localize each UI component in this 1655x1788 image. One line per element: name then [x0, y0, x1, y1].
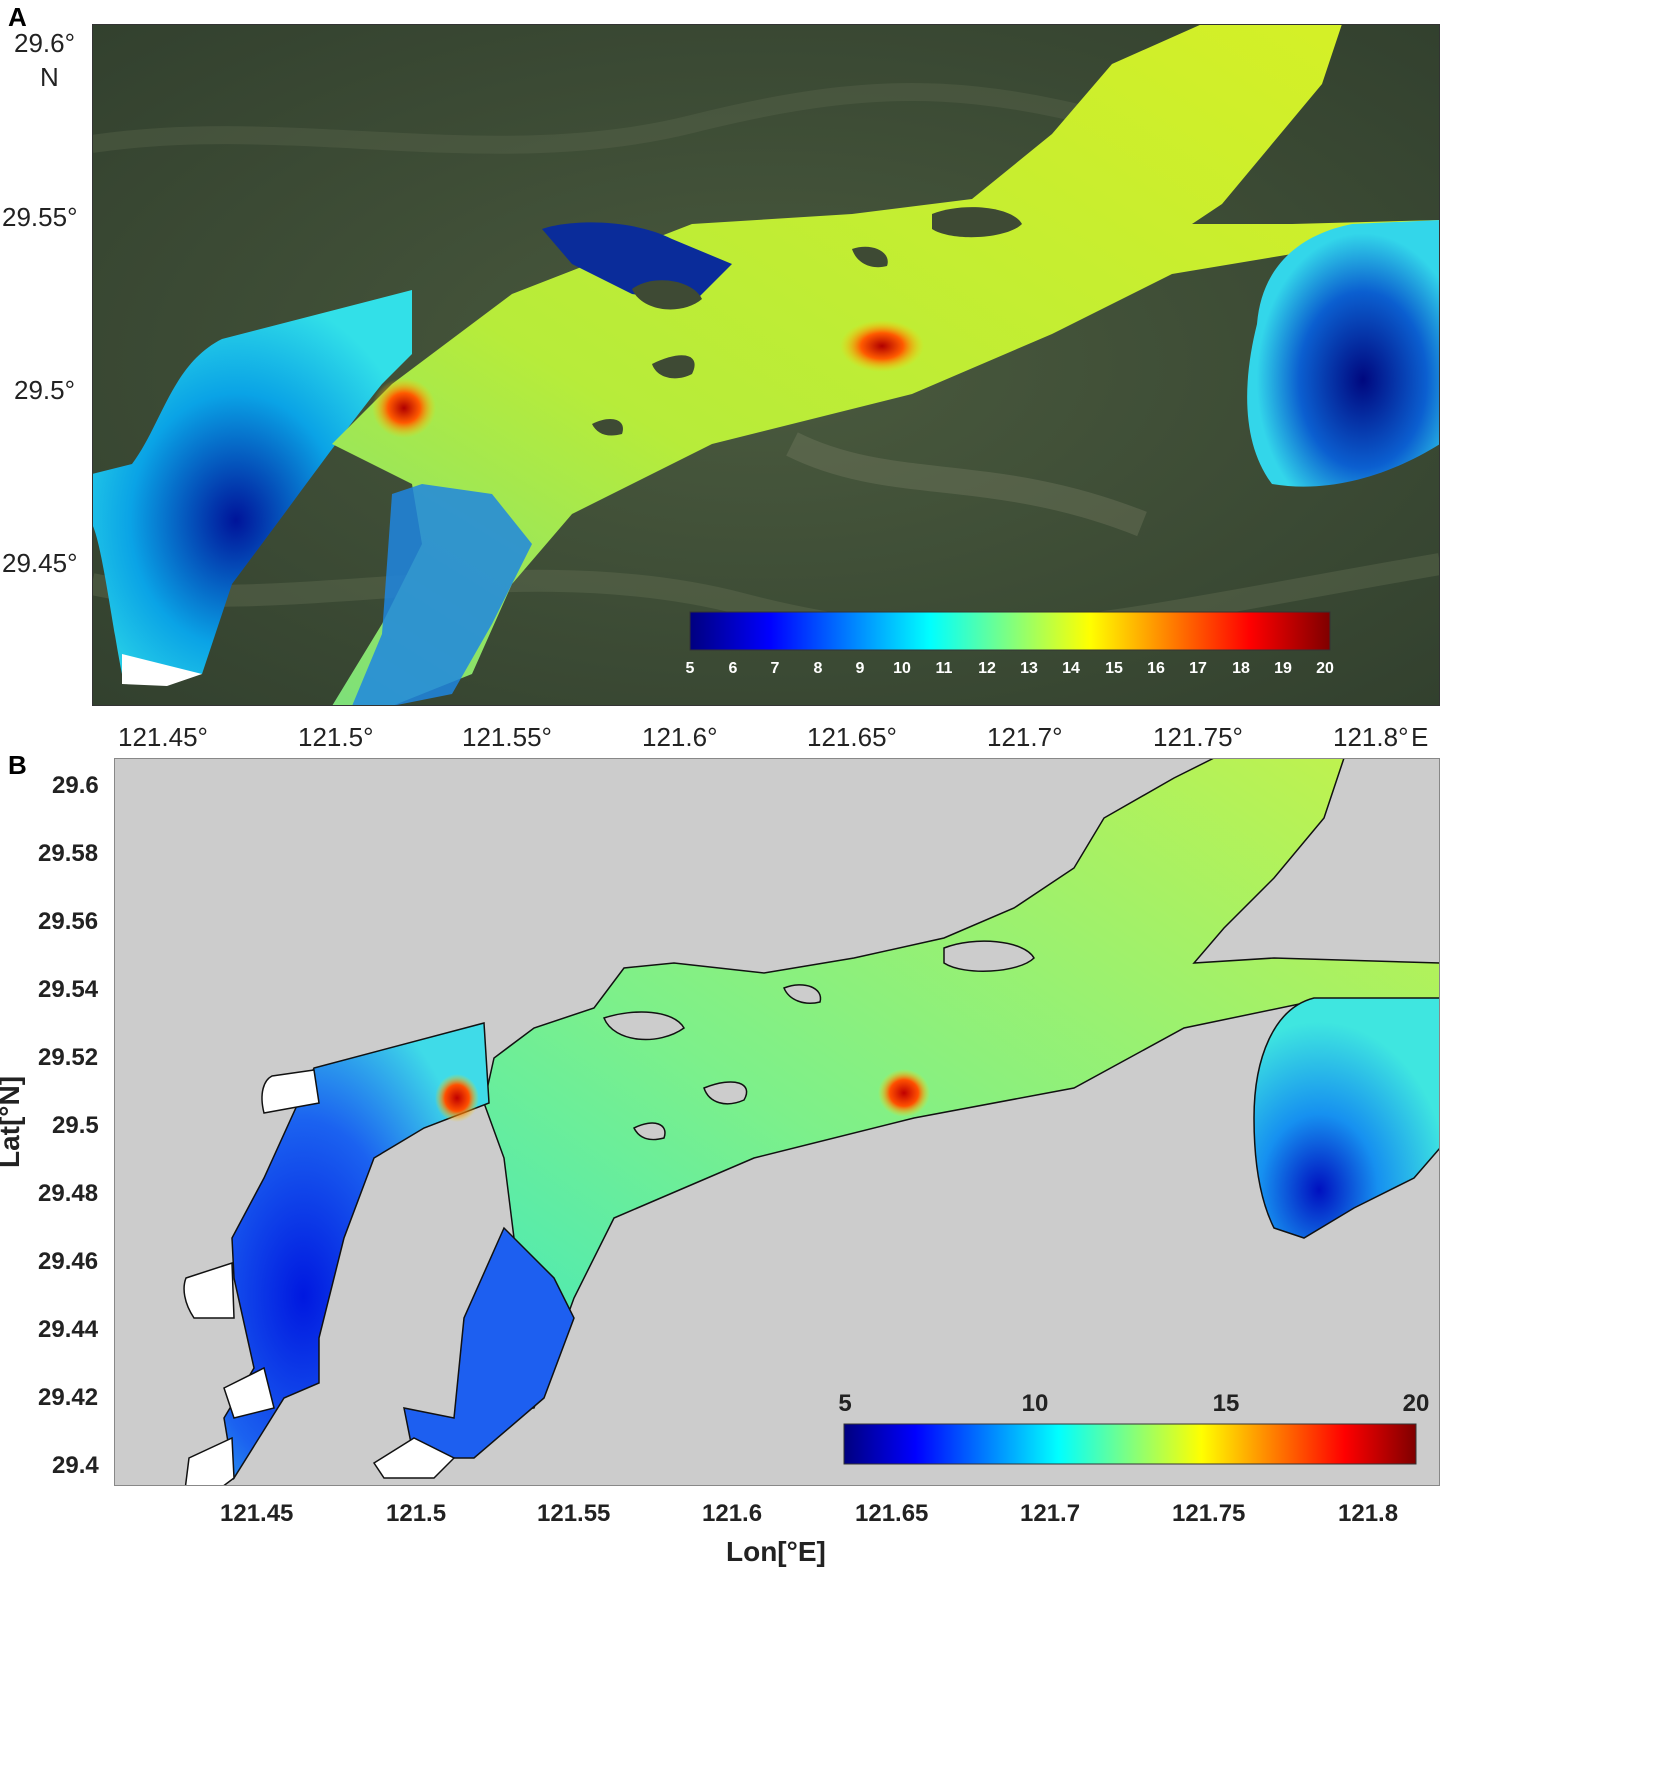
hotspot-b-east [878, 1069, 930, 1117]
island-b3 [703, 1081, 748, 1105]
colorbar-a [689, 611, 1331, 651]
panel-a-map [92, 24, 1440, 706]
y-tick-b: 29.52 [38, 1044, 99, 1071]
y-tick-a: 29.5° [14, 375, 76, 405]
colorbar-tick-a: 13 [1020, 660, 1038, 677]
colorbar-tick-a: 7 [770, 660, 780, 677]
x-tick-b: 121.65 [855, 1500, 929, 1527]
y-tick-b: 29.6 [52, 772, 99, 799]
x-tick-a: 121.7° [987, 722, 1063, 752]
island-5 [592, 419, 623, 436]
colorbar-tick-b: 5 [838, 1390, 852, 1417]
island-1 [932, 207, 1022, 238]
east-bay-water [1247, 220, 1440, 487]
x-tick-a: 121.5° [298, 722, 374, 752]
colorbar-tick-b: 20 [1402, 1390, 1430, 1417]
y-tick-b: 29.48 [38, 1180, 99, 1207]
y-tick-b: 29.42 [38, 1384, 99, 1411]
y-axis-title: Lat[°N] [0, 1075, 26, 1169]
colorbar-tick-a: 18 [1232, 660, 1250, 677]
x-tick-a: 121.55° [462, 722, 552, 752]
colorbar-tick-a: 5 [685, 660, 695, 677]
white-area-3 [183, 1261, 235, 1319]
colorbar-b [843, 1423, 1417, 1465]
y-tick-a: 29.6° [14, 28, 76, 58]
panel-a-frame [92, 24, 1440, 706]
y-tick-b: 29.54 [38, 976, 99, 1003]
colorbar-tick-a: 19 [1274, 660, 1292, 677]
colorbar-tick-a: 16 [1147, 660, 1165, 677]
hotspot-west [372, 378, 436, 438]
x-tick-a: 121.6° [642, 722, 718, 752]
x-tick-a: 121.75° [1153, 722, 1243, 752]
y-suffix-a: N [40, 62, 59, 92]
x-tick-b: 121.5 [386, 1500, 447, 1527]
colorbar-tick-a: 12 [978, 660, 996, 677]
y-tick-b: 29.58 [38, 840, 99, 867]
x-tick-a: 121.45° [118, 722, 208, 752]
x-tick-b: 121.75 [1172, 1500, 1246, 1527]
colorbar-tick-b: 10 [1021, 1390, 1049, 1417]
colorbar-tick-a: 8 [813, 660, 823, 677]
x-axis-title: Lon[°E] [726, 1536, 826, 1567]
west-bay-water [92, 290, 412, 674]
island-3 [632, 280, 702, 310]
y-tick-b: 29.4 [52, 1452, 99, 1479]
panel-b-frame [114, 758, 1440, 1486]
south-branch-water [352, 484, 532, 706]
hotspot-b-west [435, 1074, 479, 1122]
x-tick-a: 121.8° [1333, 722, 1409, 752]
white-area-4 [223, 1366, 275, 1419]
x-tick-b: 121.45 [220, 1500, 294, 1527]
island-b5 [783, 984, 822, 1004]
colorbar-tick-a: 9 [855, 660, 865, 677]
y-tick-b: 29.44 [38, 1316, 99, 1343]
white-area-2 [184, 1436, 235, 1486]
y-tick-b: 29.46 [38, 1248, 99, 1275]
colorbar-tick-a: 20 [1316, 660, 1334, 677]
white-nodata-a [122, 654, 202, 686]
x-tick-b: 121.55 [537, 1500, 611, 1527]
y-tick-b: 29.56 [38, 908, 99, 935]
x-tick-a: 121.65° [807, 722, 897, 752]
x-tick-b: 121.6 [702, 1500, 763, 1527]
x-suffix-a: E [1411, 722, 1429, 752]
x-tick-b: 121.7 [1020, 1500, 1081, 1527]
colorbar-tick-a: 6 [728, 660, 738, 677]
island-b4 [632, 1122, 666, 1141]
colorbar-tick-a: 10 [893, 660, 911, 677]
north-bay-water [542, 222, 732, 304]
west-bay-model [223, 1022, 490, 1481]
colorbar-tick-a: 17 [1189, 660, 1207, 677]
white-area-5 [372, 1437, 456, 1479]
colorbar-tick-a: 11 [935, 660, 953, 677]
colorbar-tick-a: 14 [1062, 660, 1080, 677]
island-b2 [603, 1011, 685, 1041]
panel-b-map [114, 758, 1440, 1486]
y-tick-b: 29.5 [52, 1112, 99, 1139]
panel-b-label: B [8, 750, 27, 780]
y-tick-a: 29.45° [2, 548, 78, 578]
island-2 [852, 246, 888, 268]
hotspot-east [840, 320, 924, 372]
colorbar-tick-b: 15 [1212, 1390, 1240, 1417]
white-area-1 [261, 1069, 320, 1114]
east-bay-model [1253, 997, 1440, 1239]
south-branch-model [403, 1226, 575, 1459]
island-b1 [943, 940, 1035, 972]
island-4 [652, 355, 695, 379]
panel-a-label: A [8, 2, 27, 32]
y-tick-a: 29.55° [2, 202, 78, 232]
x-tick-b: 121.8 [1338, 1500, 1399, 1527]
colorbar-tick-a: 15 [1105, 660, 1123, 677]
